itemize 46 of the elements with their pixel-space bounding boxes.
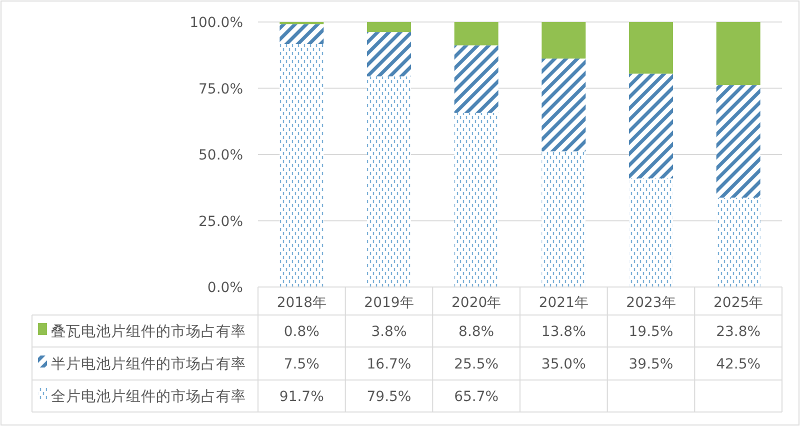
data-label: 91.7%	[279, 389, 324, 405]
bar	[367, 32, 411, 76]
bar	[629, 178, 673, 287]
y-tick-label: 0.0%	[207, 280, 243, 296]
bar	[280, 44, 324, 287]
y-tick-label: 100.0%	[190, 15, 243, 31]
bar	[716, 198, 760, 287]
bar	[629, 22, 673, 74]
bar	[454, 45, 498, 113]
bar	[629, 74, 673, 178]
x-tick-label: 2025年	[714, 295, 764, 311]
bar	[367, 22, 411, 32]
bar	[280, 24, 324, 44]
data-label: 8.8%	[458, 324, 494, 340]
x-tick-label: 2021年	[538, 295, 588, 311]
y-tick-label: 25.0%	[198, 214, 243, 230]
data-label: 16.7%	[366, 356, 412, 372]
x-tick-label: 2020年	[452, 295, 502, 311]
y-tick-label: 50.0%	[198, 148, 243, 164]
data-label: 25.5%	[454, 356, 499, 372]
x-tick-label: 2023年	[626, 295, 676, 311]
data-label: 23.8%	[716, 324, 761, 340]
data-label: 7.5%	[284, 356, 320, 372]
data-label: 3.8%	[371, 324, 407, 340]
bar	[716, 85, 760, 198]
bar	[454, 112, 498, 287]
data-label: 42.5%	[716, 356, 761, 372]
x-tick-label: 2018年	[276, 295, 326, 311]
bar	[454, 22, 498, 46]
data-label: 13.8%	[541, 324, 586, 340]
data-label: 79.5%	[366, 389, 412, 405]
data-label: 39.5%	[628, 356, 674, 372]
data-label: 35.0%	[541, 356, 586, 372]
bar	[542, 151, 586, 287]
data-label: 65.7%	[454, 389, 499, 405]
bar	[542, 58, 586, 152]
x-tick-label: 2019年	[364, 295, 414, 311]
y-tick-label: 75.0%	[198, 81, 243, 98]
legend-label: 全片电池片组件的市场占有率	[51, 388, 246, 405]
legend-label: 半片电池片组件的市场占有率	[51, 356, 246, 372]
bar	[542, 22, 586, 59]
data-label: 0.8%	[284, 324, 320, 340]
bar	[716, 22, 760, 86]
legend-label: 叠瓦电池片组件的市场占有率	[51, 323, 246, 340]
data-label: 19.5%	[628, 324, 674, 340]
bar	[367, 76, 411, 287]
